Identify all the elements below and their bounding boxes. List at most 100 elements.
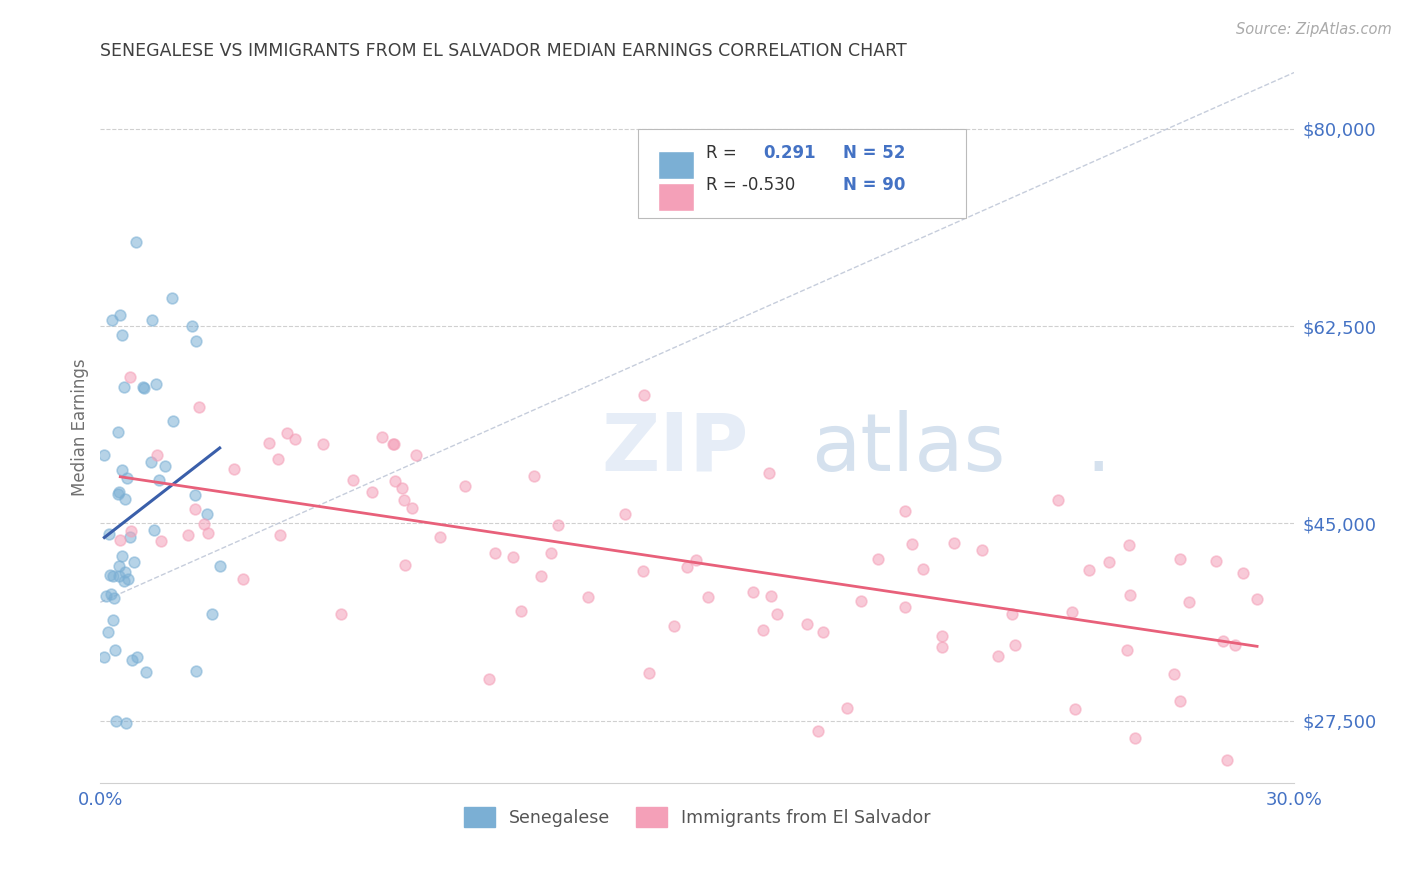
Point (141, 313, 163, 327)
Point (208, 559, 231, 574)
Point (894, 599, 917, 614)
Text: Source: ZipAtlas.com: Source: ZipAtlas.com (1236, 22, 1392, 37)
Point (1004, 639, 1026, 653)
Point (269, 527, 291, 541)
Point (108, 569, 131, 583)
Point (114, 565, 136, 579)
Point (117, 572, 139, 586)
Point (384, 475, 406, 489)
Point (1060, 605, 1083, 619)
Point (132, 379, 155, 393)
Point (134, 381, 156, 395)
Point (405, 448, 427, 462)
Point (807, 723, 830, 738)
Point (1078, 563, 1101, 577)
Point (145, 376, 167, 391)
Point (751, 624, 773, 638)
Text: atlas: atlas (811, 409, 1005, 488)
Point (758, 466, 780, 480)
Point (613, 507, 636, 521)
Text: R = -0.530: R = -0.530 (706, 176, 794, 194)
Point (135, 665, 157, 679)
Point (931, 629, 953, 643)
Point (1123, 731, 1146, 745)
Point (510, 605, 533, 619)
Point (1246, 591, 1268, 606)
Point (276, 425, 298, 440)
Point (685, 553, 707, 567)
Point (484, 546, 506, 560)
Point (105, 714, 128, 728)
Point (866, 552, 889, 566)
Point (153, 458, 176, 473)
Point (1223, 638, 1246, 652)
Point (110, 308, 132, 322)
Point (232, 573, 254, 587)
Point (122, 555, 145, 569)
Point (201, 607, 224, 621)
Point (195, 507, 218, 521)
Point (1001, 607, 1024, 621)
Point (104, 643, 127, 657)
Point (94, 590, 117, 604)
Text: R =: R = (706, 144, 742, 161)
Point (970, 542, 993, 557)
Point (849, 594, 872, 608)
Point (697, 590, 720, 604)
Point (112, 574, 135, 589)
Point (901, 537, 924, 551)
Point (638, 666, 661, 681)
Point (257, 436, 280, 450)
Point (93, 448, 115, 462)
Point (121, 653, 143, 667)
Text: N = 90: N = 90 (844, 176, 905, 194)
Point (98, 526, 121, 541)
Point (312, 437, 335, 451)
Point (837, 701, 859, 715)
Point (382, 437, 405, 451)
Point (125, 235, 148, 249)
Point (110, 549, 132, 563)
Point (107, 485, 129, 500)
Point (811, 624, 834, 639)
Point (540, 546, 562, 560)
Point (911, 562, 934, 576)
Point (987, 648, 1010, 663)
Point (120, 369, 142, 384)
Text: ZIP: ZIP (602, 409, 749, 488)
Point (796, 616, 818, 631)
Text: 0.291: 0.291 (763, 144, 815, 161)
Point (143, 523, 166, 537)
Point (742, 584, 765, 599)
Point (111, 462, 134, 476)
Point (391, 482, 413, 496)
Point (224, 461, 246, 475)
Point (530, 569, 553, 583)
Point (894, 504, 917, 518)
Point (115, 471, 138, 485)
Point (101, 313, 124, 327)
Point (576, 591, 599, 605)
Point (112, 380, 135, 394)
Point (103, 591, 125, 605)
Point (392, 493, 415, 508)
Point (1216, 753, 1239, 767)
Text: N = 52: N = 52 (844, 144, 905, 161)
Text: .: . (1085, 409, 1111, 488)
Point (98, 568, 121, 582)
FancyBboxPatch shape (658, 151, 693, 179)
Point (183, 488, 205, 502)
Point (180, 319, 202, 334)
Point (1168, 552, 1191, 566)
Point (114, 491, 136, 506)
Text: SENEGALESE VS IMMIGRANTS FROM EL SALVADOR MEDIAN EARNINGS CORRELATION CHART: SENEGALESE VS IMMIGRANTS FROM EL SALVADO… (100, 42, 907, 60)
Point (148, 474, 170, 488)
Point (125, 649, 148, 664)
Point (633, 564, 655, 578)
Point (478, 672, 501, 686)
Point (1098, 555, 1121, 569)
Y-axis label: Median Earnings: Median Earnings (72, 359, 89, 496)
Point (454, 479, 477, 493)
Point (342, 473, 364, 487)
Point (184, 334, 207, 348)
